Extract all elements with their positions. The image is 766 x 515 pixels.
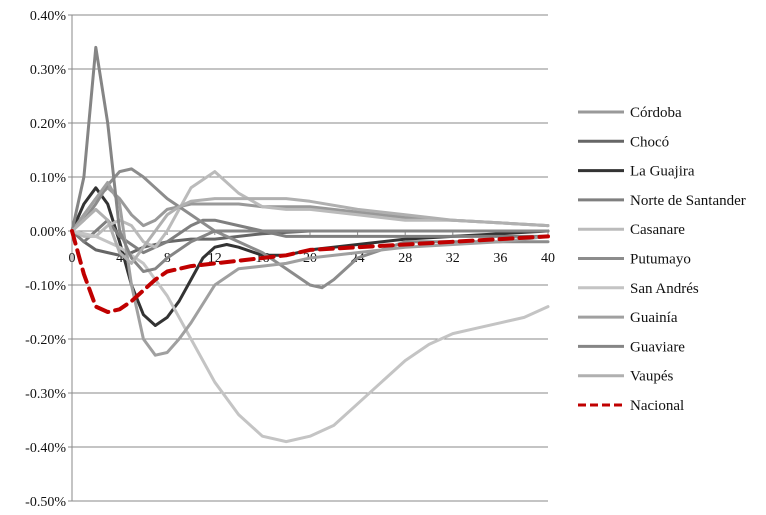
legend: Córdoba Chocó La Guajira Norte de Santander… [578,105,746,414]
y-tick-label: 0.20% [30,117,67,132]
y-tick-label: 0.30% [30,63,67,78]
x-tick-label: 36 [493,251,507,266]
legend-label-choco: Chocó [630,134,669,150]
legend-label-norte-de-santander: Norte de Santander [630,193,746,209]
x-tick-label: 28 [398,251,412,266]
series-line-cordoba [70,186,550,233]
series-line-vaupes [70,197,550,265]
x-tick-label: 0 [69,251,76,266]
y-tick-label: 0.00% [30,225,67,240]
legend-label-vaupes: Vaupés [630,369,673,385]
x-tick-label: 32 [446,251,460,266]
legend-label-nacional: Nacional [630,398,684,414]
axes: 0.40% 0.30% 0.20% 0.10% 0.00% -0.10% -0.20% -0.… [25,9,555,510]
y-tick-label: 0.10% [30,171,67,186]
y-tick-label: -0.40% [25,441,66,456]
y-tick-label: -0.10% [25,279,66,294]
x-tick-label: 4 [116,251,123,266]
x-tick-label: 40 [541,251,555,266]
series-line-casanare [70,170,550,249]
series-line-guainia [70,180,550,357]
legend-label-cordoba: Córdoba [630,105,682,121]
legend-label-guainia: Guainía [630,310,678,326]
legend-label-san-andres: San Andrés [630,281,699,297]
legend-label-putumayo: Putumayo [630,252,691,268]
series-line-guaviare [70,45,550,273]
series-lines [70,45,550,444]
legend-label-guaviare: Guaviare [630,339,685,355]
y-tick-label: -0.20% [25,333,66,348]
series-line-nacional [70,229,550,314]
y-tick-label: 0.40% [30,9,67,24]
y-tick-label: -0.50% [25,495,66,510]
series-line-san-andres [70,229,550,444]
y-tick-label: -0.30% [25,387,66,402]
legend-label-casanare: Casanare [630,222,685,238]
legend-label-la-guajira: La Guajira [630,164,695,180]
